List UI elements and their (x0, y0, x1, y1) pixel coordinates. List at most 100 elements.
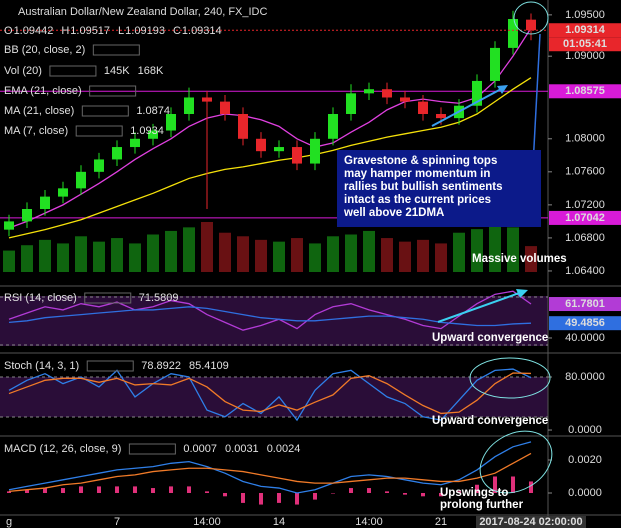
legend-text: MA (21, close) (4, 105, 74, 117)
histogram-bar (529, 481, 533, 494)
candle-body (148, 130, 158, 139)
x-label-box (476, 516, 586, 528)
volume-bar (381, 238, 393, 272)
legend-icons (89, 85, 137, 97)
note-line: well above 21DMA (343, 207, 444, 219)
histogram-bar (421, 493, 425, 497)
ohlc-value: 1.09442 (14, 25, 54, 37)
overlay (337, 1, 553, 494)
volume-bar (471, 229, 483, 272)
volume-bar (273, 241, 285, 272)
note-line: may hamper momentum in (344, 168, 490, 180)
legend-text: 0.0024 (267, 443, 301, 455)
volume-bar (93, 241, 105, 272)
volume-bar (165, 230, 177, 272)
volume-bar (183, 227, 195, 272)
histogram-bar (367, 488, 371, 494)
candle-body (112, 147, 122, 160)
y-tick-label: 0.0000 (568, 424, 602, 436)
histogram-bar (115, 486, 119, 494)
note-box (337, 150, 541, 227)
histogram-bar (133, 486, 137, 494)
histogram-bar (313, 493, 317, 500)
ohlc-value: 1.09193 (125, 25, 165, 37)
note-line: Gravestone & spinning tops (344, 155, 497, 167)
candle-body (256, 138, 266, 152)
legend-text: 78.8922 (141, 360, 181, 372)
note-line: intact as the current prices (344, 194, 491, 206)
volume-bar (399, 241, 411, 272)
legend-text: MA (7, close) (4, 125, 68, 137)
x-tick-label: 7 (114, 516, 120, 528)
price-tag (549, 210, 621, 225)
volume-bar (255, 239, 267, 272)
countdown: 01:05:41 (563, 38, 607, 50)
price-tag-label: 1.08575 (565, 85, 605, 97)
candle-body (382, 89, 392, 98)
histogram-bar (241, 493, 245, 503)
volume-bar (363, 230, 375, 272)
annotation: Massive volumes (472, 253, 567, 265)
price-tag-label: 49.4856 (565, 317, 605, 329)
legend-text: Stoch (14, 3, 1) (4, 360, 79, 372)
price-tag-label: 61.7801 (565, 298, 605, 310)
volume-bar (507, 227, 519, 272)
annotation: Upward convergence (432, 415, 548, 427)
y-tick-label: 1.06400 (565, 265, 605, 277)
indicator-line (8, 306, 532, 327)
legend-text: 0.0031 (225, 443, 259, 455)
volume-bar (57, 243, 69, 272)
y-tick-label: 80.0000 (565, 371, 605, 383)
macd-line (8, 441, 532, 494)
legend-text: 71.5809 (139, 292, 179, 304)
candle-body (40, 196, 50, 209)
ohlc-letter: H (61, 25, 69, 37)
candle-body (166, 114, 176, 131)
legend-icons (81, 105, 129, 117)
ma-line (8, 77, 532, 239)
candle-body (184, 97, 194, 114)
volume-bar (201, 222, 213, 272)
histogram-bar (493, 476, 497, 494)
volume-bar (75, 236, 87, 272)
histogram-bar (295, 493, 299, 505)
candle-body (4, 221, 14, 230)
ma-line (8, 27, 532, 229)
x-tick-label: 14 (273, 516, 285, 528)
stoch-band (0, 377, 548, 417)
legend-text: 168K (138, 65, 164, 77)
ohlc-value: 1.09314 (182, 25, 222, 37)
histogram-bar (385, 491, 389, 494)
legend-icons (49, 65, 97, 77)
histogram-bar (25, 489, 29, 494)
histogram-bar (151, 488, 155, 494)
volume-bar (435, 243, 447, 272)
volume-bar (291, 238, 303, 272)
histogram-bar (403, 493, 407, 495)
candle-body (508, 19, 518, 48)
legend-text: RSI (14, close) (4, 292, 77, 304)
candle-body (292, 147, 302, 164)
candle-body (130, 138, 140, 148)
legend-icons (92, 44, 140, 56)
candle-body (274, 147, 284, 152)
y-tick-label: 1.09000 (565, 50, 605, 62)
histogram-bar (457, 491, 461, 494)
price-tag (549, 23, 621, 38)
legend-text: 1.0934 (130, 125, 164, 137)
y-tick-label: 1.09500 (565, 9, 605, 21)
candle-body (220, 101, 230, 114)
price-tag (549, 316, 621, 331)
volume-bar (453, 232, 465, 272)
volume-bar (345, 234, 357, 272)
histogram-bar (187, 486, 191, 494)
candle-body (94, 159, 104, 172)
candle-body (526, 19, 536, 31)
volume-bar (237, 236, 249, 272)
x-tick-label: 14:00 (193, 516, 221, 528)
candle-body (436, 114, 446, 119)
legend-text: 145K (104, 65, 130, 77)
trend-arrow (437, 291, 523, 323)
